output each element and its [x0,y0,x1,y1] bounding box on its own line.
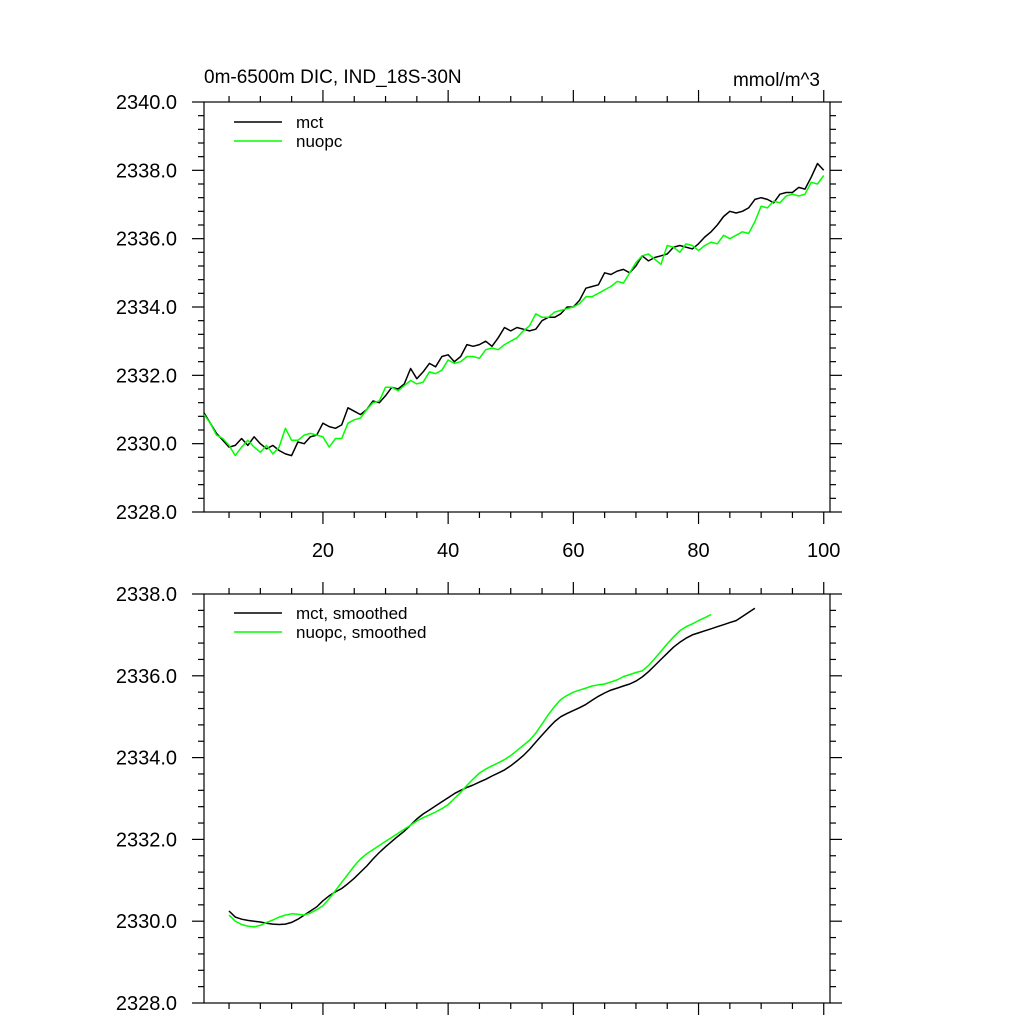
legend-label: nuopc [296,132,343,151]
top-panel: 20 40 60 80 100 2328.0 2330.0 2332.0 2334.0 2336.… [116,90,842,562]
y-tick-label: 2336.0 [116,666,177,688]
bottom-panel: 2328.0 2330.0 2332.0 2334.0 2336.0 2338.0 mct,… [116,582,842,1015]
legend-label: nuopc, smoothed [296,623,426,642]
x-tick-label: 60 [562,540,584,562]
y-tick-label: 2330.0 [116,434,177,456]
y-tick-label: 2340.0 [116,92,177,114]
series-line-1 [203,175,825,457]
legend-label: mct [296,113,324,132]
y-tick-label: 2328.0 [116,993,177,1015]
x-tick-label: 80 [687,540,709,562]
x-tick-label: 100 [807,540,840,562]
y-tick-label: 2338.0 [116,584,177,606]
plot-frame [203,593,831,1004]
plot-frame [203,101,831,513]
y-tick-label: 2332.0 [116,365,177,387]
units-label: mmol/m^3 [733,70,820,91]
legend-label: mct, smoothed [296,604,408,623]
y-tick-label: 2328.0 [116,502,177,524]
y-tick-label: 2336.0 [116,229,177,251]
y-tick-label: 2334.0 [116,748,177,770]
y-tick-label: 2332.0 [116,829,177,851]
x-tick-label: 40 [437,540,459,562]
series-line-0 [228,607,756,926]
series-line-0 [203,162,825,457]
series-line-1 [228,613,712,928]
y-tick-label: 2330.0 [116,911,177,933]
y-tick-label: 2334.0 [116,297,177,319]
y-tick-label: 2338.0 [116,160,177,182]
x-tick-label: 20 [312,540,334,562]
chart-title: 0m-6500m DIC, IND_18S-30N [204,67,462,88]
